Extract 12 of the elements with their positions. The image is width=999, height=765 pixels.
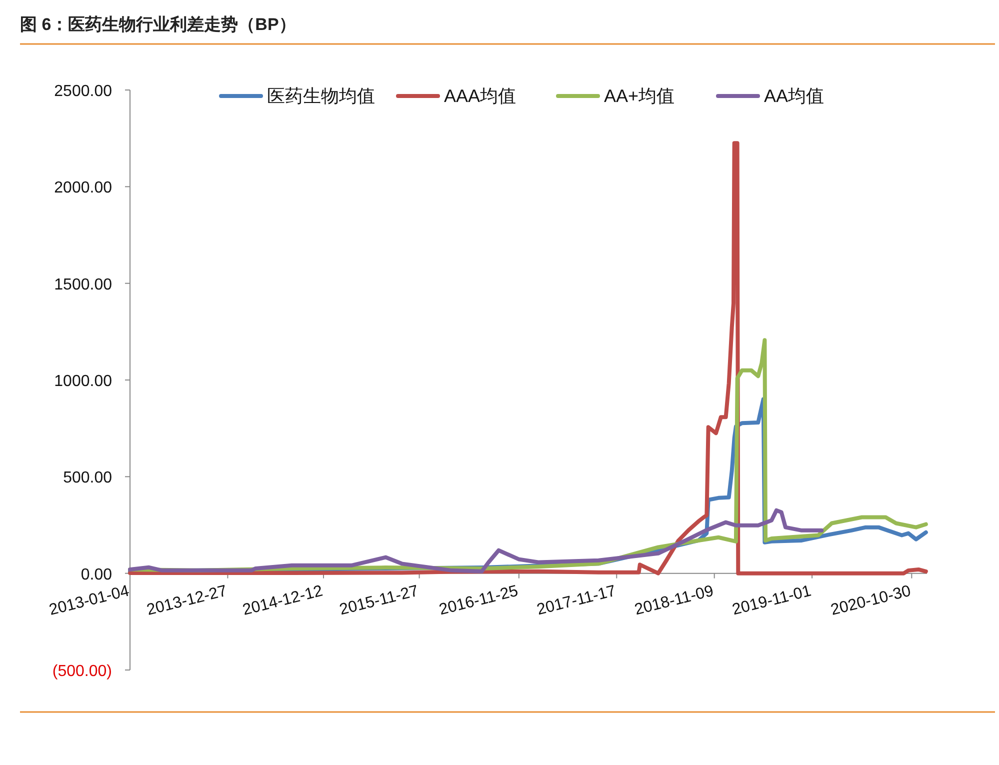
y-tick-label: 0.00 [80,566,112,584]
chart-title: 图 6：医药生物行业利差走势（BP） [20,15,296,34]
legend-label: 医药生物均值 [267,86,375,106]
legend-label: AAA均值 [444,86,516,106]
legend-label: AA+均值 [604,86,675,106]
legend-label: AA均值 [764,86,824,106]
y-tick-label: (500.00) [52,663,112,680]
y-tick-label: 500.00 [63,470,112,487]
y-tick-label: 2500.00 [54,83,112,100]
y-tick-label: 1500.00 [54,276,112,294]
y-tick-label: 2000.00 [54,180,112,197]
y-tick-label: 1000.00 [54,373,112,390]
